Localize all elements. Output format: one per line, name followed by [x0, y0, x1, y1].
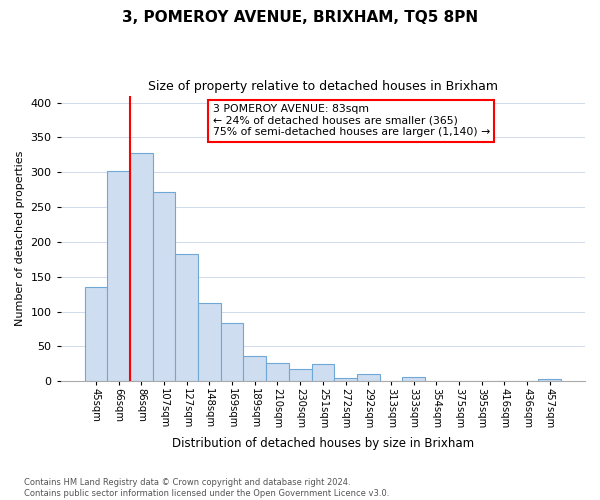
Bar [357, 374, 380, 382]
Bar [107, 171, 130, 382]
Bar [152, 192, 175, 382]
Bar [85, 287, 107, 382]
Bar [425, 380, 448, 382]
Bar [266, 362, 289, 382]
Text: 3 POMEROY AVENUE: 83sqm
← 24% of detached houses are smaller (365)
75% of semi-d: 3 POMEROY AVENUE: 83sqm ← 24% of detache… [213, 104, 490, 138]
Bar [244, 356, 266, 382]
Text: Contains HM Land Registry data © Crown copyright and database right 2024.
Contai: Contains HM Land Registry data © Crown c… [24, 478, 389, 498]
Bar [311, 364, 334, 382]
Y-axis label: Number of detached properties: Number of detached properties [15, 151, 25, 326]
Title: Size of property relative to detached houses in Brixham: Size of property relative to detached ho… [148, 80, 498, 93]
Bar [448, 380, 470, 382]
Bar [289, 370, 311, 382]
Text: 3, POMEROY AVENUE, BRIXHAM, TQ5 8PN: 3, POMEROY AVENUE, BRIXHAM, TQ5 8PN [122, 10, 478, 25]
Bar [221, 323, 244, 382]
Bar [130, 154, 152, 382]
Bar [175, 254, 198, 382]
Bar [402, 377, 425, 382]
Bar [538, 380, 561, 382]
Bar [198, 304, 221, 382]
X-axis label: Distribution of detached houses by size in Brixham: Distribution of detached houses by size … [172, 437, 474, 450]
Bar [334, 378, 357, 382]
Bar [380, 380, 402, 382]
Bar [493, 380, 516, 382]
